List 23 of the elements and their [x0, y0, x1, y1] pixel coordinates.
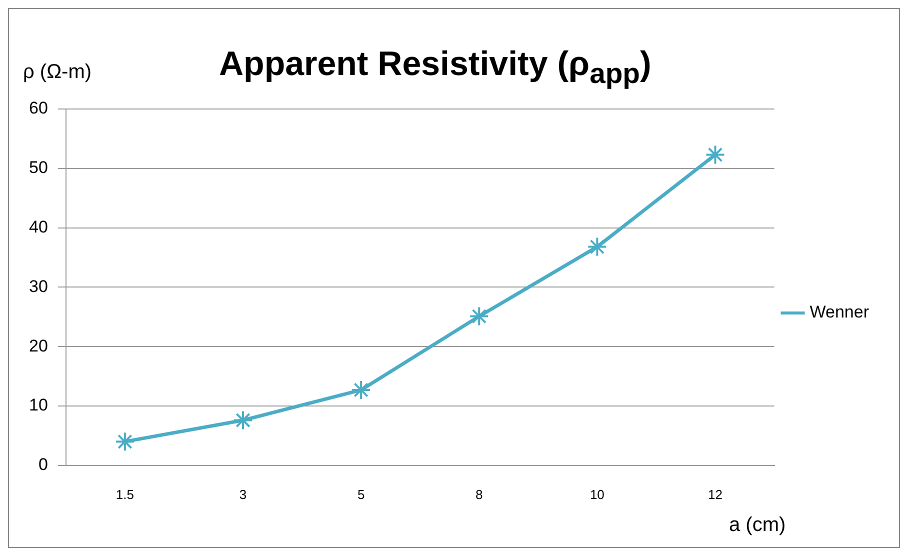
x-tick-label: 5	[357, 486, 365, 502]
x-tick-label: 12	[708, 486, 722, 502]
y-axis-title: ρ (Ω-m)	[23, 61, 92, 84]
x-tick-label: 3	[239, 486, 247, 502]
legend-label: Wenner	[810, 302, 870, 322]
y-tick-label: 0	[38, 455, 48, 474]
x-tick-label: 1.5	[116, 486, 134, 502]
y-tick-label: 50	[28, 158, 48, 178]
point	[469, 306, 490, 326]
y-tick-label: 30	[28, 276, 48, 296]
y-tick-label: 60	[28, 98, 48, 118]
x-tick-label: 10	[590, 486, 604, 502]
point	[705, 144, 726, 165]
x-tick-label: 8	[476, 486, 483, 502]
y-tick-label: 10	[28, 396, 48, 415]
y-tick-label: 40	[28, 217, 48, 236]
point	[233, 410, 254, 430]
chart-title: Apparent Resistivity (ρ$_{app}$)	[219, 45, 652, 91]
x-axis-title: a (cm)	[729, 514, 786, 537]
point	[587, 236, 608, 257]
point	[351, 380, 372, 400]
y-tick-label: 20	[28, 336, 48, 356]
point	[114, 432, 135, 452]
